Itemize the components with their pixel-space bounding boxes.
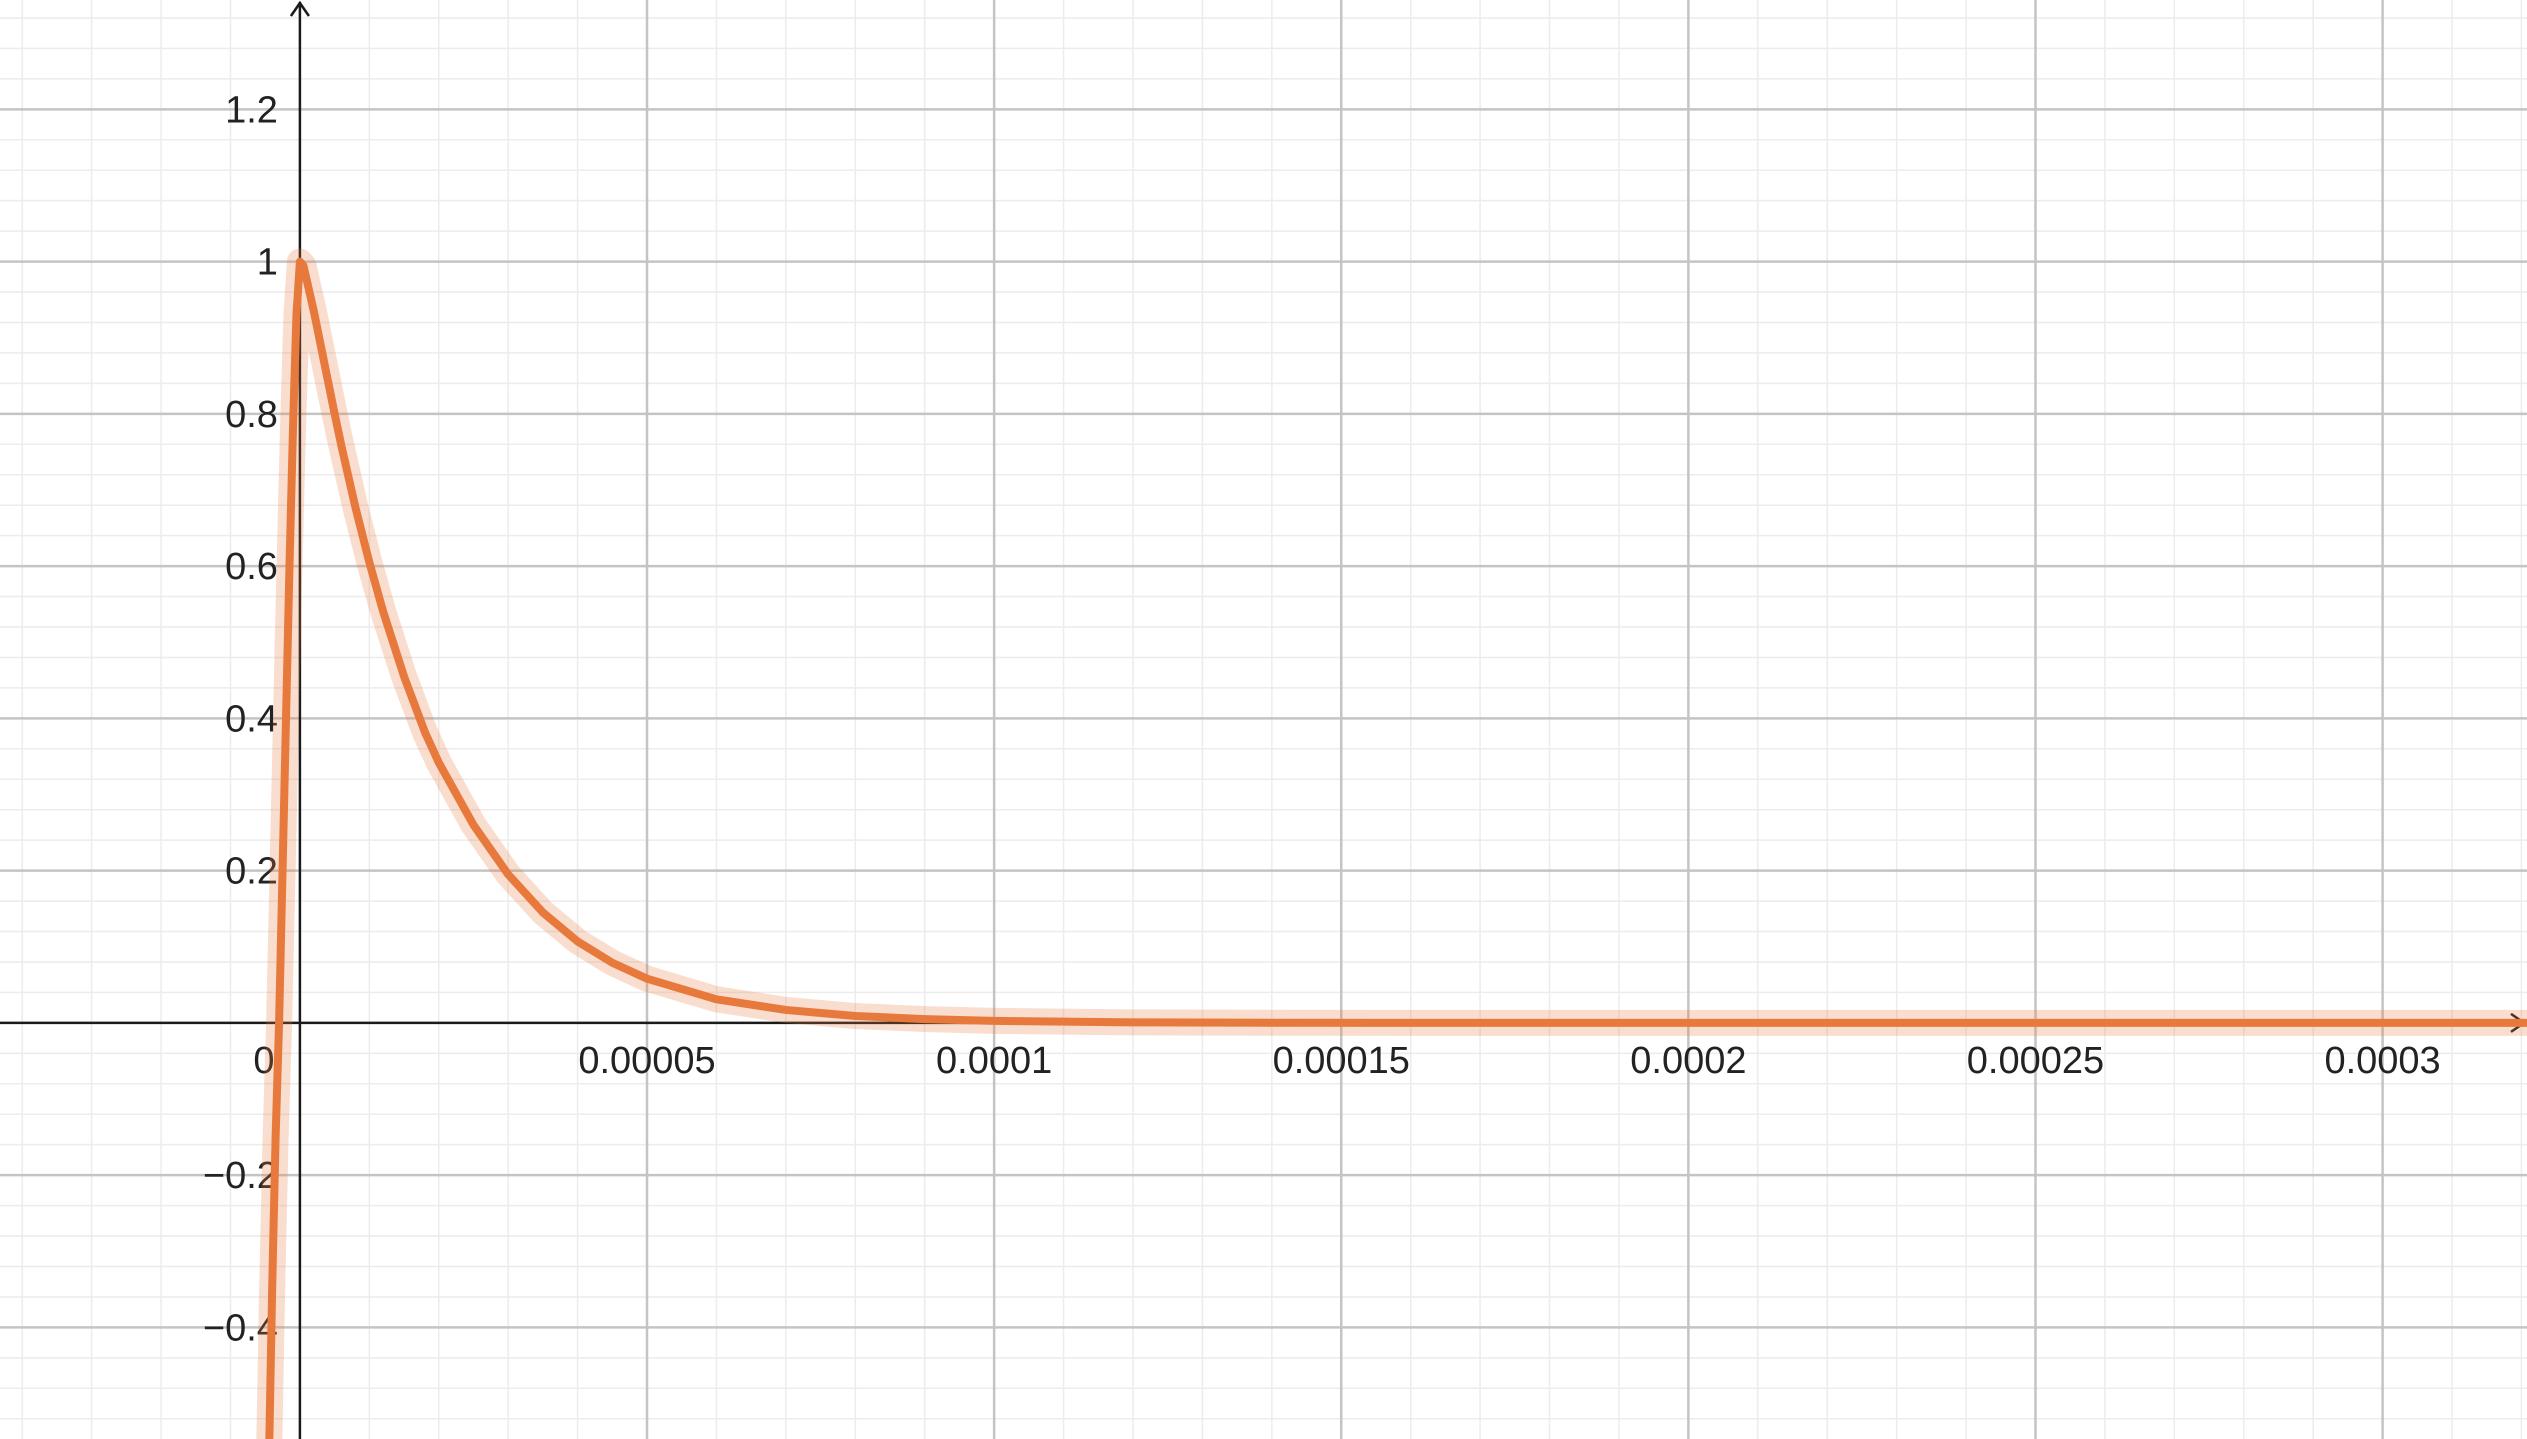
x-tick-label: 0.0002 xyxy=(1630,1040,1746,1082)
y-tick-label: 1 xyxy=(257,242,278,284)
y-tick-label: −0.4 xyxy=(203,1307,278,1349)
series-layer xyxy=(256,248,2527,1439)
y-tick-labels: 1.2 1 0.8 0.6 0.4 0.2 −0.2 −0.4 xyxy=(203,89,278,1349)
x-tick-label: 0.00015 xyxy=(1273,1040,1410,1082)
y-tick-label: 1.2 xyxy=(225,89,278,131)
series-line-0 xyxy=(265,257,2527,1439)
y-tick-label: 0.2 xyxy=(225,851,278,893)
y-tick-label: 0.4 xyxy=(225,698,278,740)
y-axis-arrow-icon xyxy=(289,0,310,17)
origin-label: 0 xyxy=(253,1040,274,1082)
x-tick-label: 0.00005 xyxy=(578,1040,715,1082)
x-tick-label: 0.00025 xyxy=(1967,1040,2104,1082)
x-tick-label: 0.0001 xyxy=(936,1040,1052,1082)
x-tick-label: 0.0003 xyxy=(2324,1040,2440,1082)
series-halo-0 xyxy=(256,248,2527,1439)
x-tick-labels: 0.00005 0.0001 0.00015 0.0002 0.00025 0.0003 xyxy=(578,1040,2440,1082)
y-tick-label: 0.6 xyxy=(225,546,278,588)
y-tick-label: −0.2 xyxy=(203,1155,278,1197)
y-tick-label: 0.8 xyxy=(225,394,278,436)
